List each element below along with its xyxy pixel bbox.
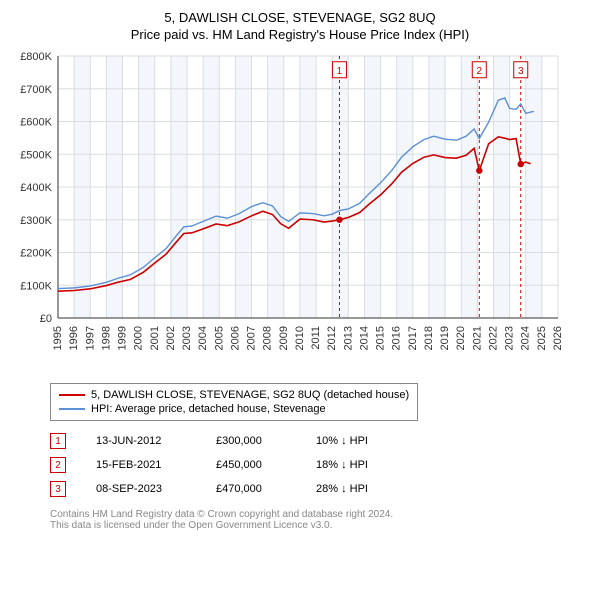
transaction-hpi: 10% ↓ HPI: [316, 435, 406, 447]
svg-text:2007: 2007: [246, 326, 258, 350]
svg-text:£700K: £700K: [20, 84, 52, 96]
svg-text:£0: £0: [40, 313, 52, 325]
svg-text:2018: 2018: [423, 326, 435, 350]
legend-swatch: [59, 408, 85, 410]
svg-text:2021: 2021: [471, 326, 483, 350]
transaction-date: 15-FEB-2021: [96, 459, 186, 471]
legend-label: 5, DAWLISH CLOSE, STEVENAGE, SG2 8UQ (de…: [91, 389, 409, 401]
svg-text:2010: 2010: [294, 326, 306, 350]
chart-title-line1: 5, DAWLISH CLOSE, STEVENAGE, SG2 8UQ: [10, 10, 590, 25]
svg-text:2023: 2023: [504, 326, 516, 350]
svg-text:2000: 2000: [133, 326, 145, 350]
svg-text:2009: 2009: [278, 326, 290, 350]
legend-row: 5, DAWLISH CLOSE, STEVENAGE, SG2 8UQ (de…: [59, 388, 409, 402]
transaction-date: 13-JUN-2012: [96, 435, 186, 447]
transaction-hpi: 28% ↓ HPI: [316, 483, 406, 495]
svg-text:2017: 2017: [407, 326, 419, 350]
transaction-badge: 2: [50, 457, 66, 473]
svg-text:£200K: £200K: [20, 248, 52, 260]
transactions-table: 1 13-JUN-2012 £300,000 10% ↓ HPI 2 15-FEB-202…: [50, 429, 590, 501]
svg-text:2013: 2013: [342, 326, 354, 350]
svg-text:2015: 2015: [375, 326, 387, 350]
legend-swatch: [59, 394, 85, 396]
transaction-badge: 1: [50, 433, 66, 449]
page-container: 5, DAWLISH CLOSE, STEVENAGE, SG2 8UQ Pri…: [0, 0, 600, 541]
svg-text:1996: 1996: [68, 326, 80, 350]
svg-text:2024: 2024: [520, 326, 532, 350]
svg-text:2022: 2022: [487, 326, 499, 350]
svg-text:2006: 2006: [229, 326, 241, 350]
svg-text:£800K: £800K: [20, 51, 52, 63]
svg-text:2004: 2004: [197, 326, 209, 350]
svg-text:2016: 2016: [391, 326, 403, 350]
transaction-hpi: 18% ↓ HPI: [316, 459, 406, 471]
svg-text:2019: 2019: [439, 326, 451, 350]
transaction-date: 08-SEP-2023: [96, 483, 186, 495]
transaction-price: £450,000: [216, 459, 286, 471]
footer-line2: This data is licensed under the Open Gov…: [50, 520, 590, 531]
svg-text:3: 3: [518, 66, 524, 77]
svg-text:1998: 1998: [100, 326, 112, 350]
svg-text:2012: 2012: [326, 326, 338, 350]
legend-row: HPI: Average price, detached house, Stev…: [59, 402, 409, 416]
transaction-price: £300,000: [216, 435, 286, 447]
svg-text:£400K: £400K: [20, 182, 52, 194]
chart-legend: 5, DAWLISH CLOSE, STEVENAGE, SG2 8UQ (de…: [50, 383, 418, 421]
svg-text:2020: 2020: [455, 326, 467, 350]
transaction-row: 2 15-FEB-2021 £450,000 18% ↓ HPI: [50, 453, 590, 477]
transaction-row: 1 13-JUN-2012 £300,000 10% ↓ HPI: [50, 429, 590, 453]
svg-text:2002: 2002: [165, 326, 177, 350]
svg-text:1999: 1999: [117, 326, 129, 350]
svg-text:£300K: £300K: [20, 215, 52, 227]
chart-area: £0 £100K £200K £300K £400K £500K £600K £700K £80…: [10, 50, 590, 375]
svg-text:2003: 2003: [181, 326, 193, 350]
svg-text:1: 1: [337, 66, 343, 77]
svg-text:£600K: £600K: [20, 117, 52, 129]
svg-text:£100K: £100K: [20, 280, 52, 292]
svg-text:2014: 2014: [358, 326, 370, 350]
transaction-price: £470,000: [216, 483, 286, 495]
svg-text:2011: 2011: [310, 326, 322, 350]
svg-text:2005: 2005: [213, 326, 225, 350]
transaction-row: 3 08-SEP-2023 £470,000 28% ↓ HPI: [50, 477, 590, 501]
line-chart: £0 £100K £200K £300K £400K £500K £600K £700K £80…: [10, 50, 570, 370]
svg-text:2008: 2008: [262, 326, 274, 350]
svg-text:2025: 2025: [536, 326, 548, 350]
chart-title-line2: Price paid vs. HM Land Registry's House …: [10, 27, 590, 42]
svg-text:2001: 2001: [149, 326, 161, 350]
svg-text:1997: 1997: [84, 326, 96, 350]
svg-text:1995: 1995: [52, 326, 64, 350]
legend-label: HPI: Average price, detached house, Stev…: [91, 403, 326, 415]
svg-text:£500K: £500K: [20, 149, 52, 161]
footer-line1: Contains HM Land Registry data © Crown c…: [50, 509, 590, 520]
transaction-badge: 3: [50, 481, 66, 497]
footer-attribution: Contains HM Land Registry data © Crown c…: [50, 509, 590, 531]
svg-text:2026: 2026: [552, 326, 564, 350]
svg-text:2: 2: [477, 66, 483, 77]
